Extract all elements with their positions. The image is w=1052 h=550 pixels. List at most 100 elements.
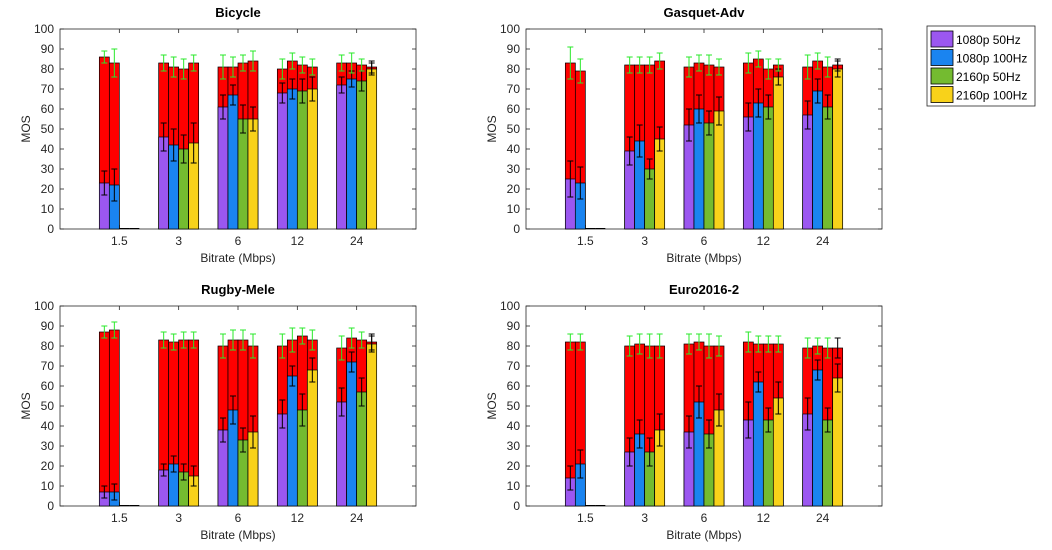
bar-lower-1080p-100hz	[752, 102, 764, 230]
y-tick-label: 0	[47, 222, 54, 236]
bar-lower-2160p-100hz	[366, 68, 378, 230]
chart-panel-3: 0 10 20 30 40 50 60 70 80 90 100 1.5 3 6 12 24 Rugby-Mel…	[19, 282, 417, 542]
bar-lower-1080p-50hz	[336, 401, 348, 507]
x-tick-label: 3	[175, 511, 182, 525]
y-tick-label: 80	[507, 339, 521, 353]
y-tick-label: 60	[507, 379, 521, 393]
x-tick-label: 1.5	[577, 511, 594, 525]
bar-upper-1080p-50hz	[98, 331, 110, 507]
y-tick-label: 0	[513, 499, 520, 513]
bar-lower-1080p-50hz	[217, 106, 229, 230]
bar-lower-2160p-100hz	[654, 138, 666, 230]
y-tick-label: 50	[41, 122, 55, 136]
x-tick-label: 24	[816, 234, 830, 248]
bar-lower-2160p-50hz	[762, 419, 774, 507]
x-axis-label: Bitrate (Mbps)	[200, 528, 275, 542]
y-tick-label: 40	[41, 142, 55, 156]
y-axis-label: MOS	[19, 392, 33, 419]
x-tick-label: 24	[350, 234, 364, 248]
x-tick-label: 6	[701, 511, 708, 525]
bar-lower-2160p-50hz	[703, 122, 715, 230]
legend-swatch-1080p-50hz	[930, 30, 954, 48]
y-tick-label: 40	[507, 142, 521, 156]
y-axis-label: MOS	[485, 392, 499, 419]
y-tick-label: 50	[507, 399, 521, 413]
x-axis-label: Bitrate (Mbps)	[200, 251, 275, 265]
bar-lower-1080p-100hz	[812, 90, 824, 230]
y-tick-label: 30	[507, 162, 521, 176]
x-tick-label: 12	[291, 234, 305, 248]
bar-lower-2160p-50hz	[237, 118, 249, 230]
bar-lower-1080p-100hz	[346, 361, 358, 507]
bar-lower-1080p-50hz	[336, 84, 348, 230]
bar-lower-1080p-50hz	[276, 92, 288, 230]
legend: 1080p 50Hz 1080p 100Hz 2160p 50Hz 2160p 100…	[926, 25, 1036, 107]
bar-lower-2160p-50hz	[822, 419, 834, 507]
y-tick-label: 70	[41, 359, 55, 373]
y-tick-label: 20	[507, 182, 521, 196]
y-tick-label: 80	[507, 62, 521, 76]
y-tick-label: 50	[507, 122, 521, 136]
legend-swatch-1080p-100hz	[930, 49, 954, 66]
bar-lower-2160p-50hz	[296, 90, 308, 230]
chart-title: Euro2016-2	[669, 282, 739, 297]
y-tick-label: 100	[500, 22, 520, 36]
chart-panel-1: 0 10 20 30 40 50 60 70 80 90 100 1.5 3 6 12 24 Bicycle Bi…	[19, 5, 417, 265]
x-tick-label: 6	[701, 234, 708, 248]
y-tick-label: 80	[41, 339, 55, 353]
y-axis-label: MOS	[485, 115, 499, 142]
y-tick-label: 90	[507, 319, 521, 333]
bar-lower-1080p-100hz	[227, 94, 239, 230]
y-tick-label: 10	[507, 202, 521, 216]
bar-lower-2160p-50hz	[356, 391, 368, 507]
y-tick-label: 90	[41, 319, 55, 333]
x-tick-label: 6	[235, 511, 242, 525]
bar-lower-1080p-100hz	[693, 108, 705, 230]
legend-swatch-2160p-100hz	[930, 86, 954, 103]
bar-lower-1080p-100hz	[812, 369, 824, 507]
bar-lower-1080p-50hz	[802, 114, 814, 230]
y-tick-label: 50	[41, 399, 55, 413]
bar-lower-2160p-100hz	[306, 369, 318, 507]
x-tick-label: 3	[641, 234, 648, 248]
y-tick-label: 60	[41, 379, 55, 393]
y-axis-label: MOS	[19, 115, 33, 142]
y-tick-label: 40	[41, 419, 55, 433]
bar-lower-2160p-100hz	[713, 110, 725, 230]
y-tick-label: 40	[507, 419, 521, 433]
x-tick-label: 12	[757, 511, 771, 525]
y-tick-label: 20	[41, 182, 55, 196]
y-tick-label: 90	[507, 42, 521, 56]
y-tick-label: 20	[41, 459, 55, 473]
x-tick-label: 3	[641, 511, 648, 525]
chart-panel-2: 0 10 20 30 40 50 60 70 80 90 100 1.5 3 6 12 24 Gasquet-A…	[485, 5, 883, 265]
x-axis-label: Bitrate (Mbps)	[666, 251, 741, 265]
bar-lower-2160p-50hz	[822, 106, 834, 230]
x-tick-label: 6	[235, 234, 242, 248]
y-tick-label: 100	[34, 299, 54, 313]
x-axis-label: Bitrate (Mbps)	[666, 528, 741, 542]
y-tick-label: 100	[34, 22, 54, 36]
y-tick-label: 70	[507, 359, 521, 373]
y-tick-label: 30	[41, 439, 55, 453]
y-tick-label: 70	[41, 82, 55, 96]
chart-title: Gasquet-Adv	[664, 5, 746, 20]
bar-lower-2160p-100hz	[247, 118, 259, 230]
y-tick-label: 70	[507, 82, 521, 96]
y-tick-label: 60	[507, 102, 521, 116]
chart-title: Rugby-Mele	[201, 282, 275, 297]
bar-lower-1080p-100hz	[286, 375, 298, 507]
y-tick-label: 60	[41, 102, 55, 116]
y-tick-label: 10	[507, 479, 521, 493]
y-tick-label: 10	[41, 202, 55, 216]
x-tick-label: 1.5	[111, 234, 128, 248]
x-tick-label: 3	[175, 234, 182, 248]
legend-entry-label: 1080p 50Hz	[956, 33, 1021, 47]
bar-lower-1080p-100hz	[752, 381, 764, 507]
legend-entry-label: 2160p 50Hz	[956, 70, 1021, 84]
y-tick-label: 20	[507, 459, 521, 473]
bar-lower-1080p-100hz	[286, 88, 298, 230]
bar-lower-2160p-100hz	[832, 377, 844, 507]
